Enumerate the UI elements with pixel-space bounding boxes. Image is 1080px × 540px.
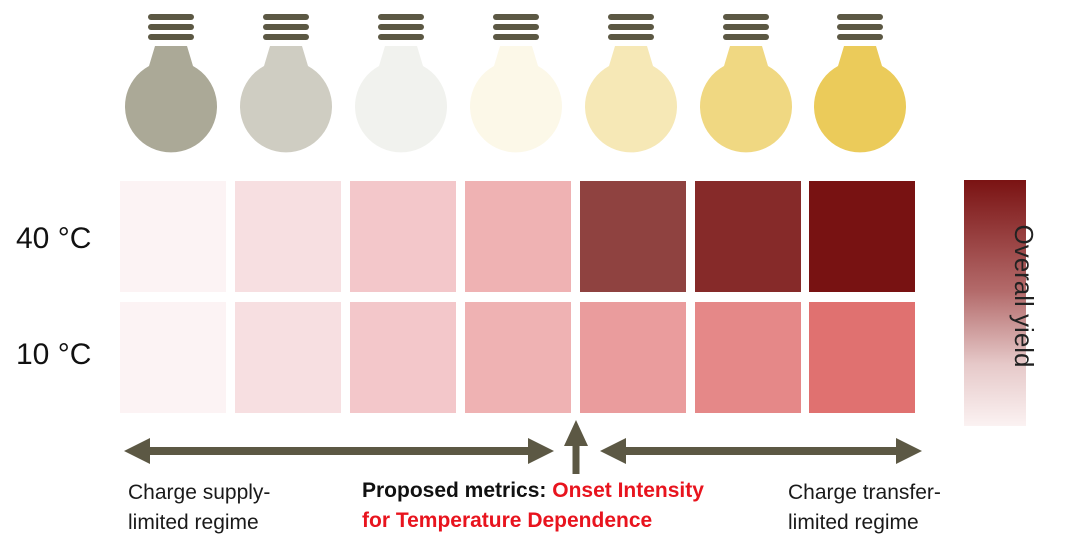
bulb-globe (470, 46, 563, 153)
bulb-base-stripe (837, 34, 883, 40)
light-bulb-4 (585, 14, 677, 153)
bulb-globe (585, 46, 677, 153)
charge-supply-arrow (124, 438, 554, 464)
bulb-base-stripe (493, 34, 539, 40)
heatmap-cell-r0-c6 (809, 181, 915, 292)
bulb-base-stripe (837, 24, 883, 30)
bulb-globe (125, 46, 217, 153)
metric-prefix: Proposed metrics: (362, 479, 553, 502)
bulb-base-stripe (723, 24, 769, 30)
bulb-base-stripe (148, 24, 194, 30)
bulb-base-stripe (493, 24, 539, 30)
bulb-base-stripe (148, 34, 194, 40)
arrow-head-right (896, 438, 922, 464)
bulb-base-stripe (263, 24, 309, 30)
bulb-base-stripe (608, 14, 654, 20)
heatmap-cell-r1-c6 (809, 302, 915, 413)
bulb-base-stripe (723, 14, 769, 20)
bulb-globe (814, 46, 906, 153)
heatmap-cell-r1-c5 (695, 302, 801, 413)
bulb-base-stripe (378, 24, 424, 30)
bulb-base-stripe (723, 34, 769, 40)
heatmap-cell-r1-c3 (465, 302, 571, 413)
heatmap-cell-r0-c2 (350, 181, 456, 292)
heatmap-cell-r0-c4 (580, 181, 686, 292)
heatmap-cell-r0-c1 (235, 181, 341, 292)
arrow-head-right (528, 438, 554, 464)
light-bulb-1 (240, 14, 332, 153)
heatmap-cell-r1-c2 (350, 302, 456, 413)
colorbar-label: Overall yield (1009, 224, 1039, 368)
bulb-base-stripe (493, 14, 539, 20)
right-regime-caption: Charge transfer- limited regime (788, 478, 941, 538)
colorbar (964, 180, 1026, 426)
bulb-globe (700, 46, 793, 153)
bulb-base-stripe (378, 34, 424, 40)
bulb-globe (355, 46, 447, 153)
right-regime-line1: Charge transfer- (788, 481, 941, 504)
light-bulb-5 (700, 14, 793, 153)
arrow-head-left (600, 438, 626, 464)
proposed-metric-label: Proposed metrics: Onset Intensity for Te… (362, 476, 704, 536)
bulb-base-stripe (837, 14, 883, 20)
light-bulbs (125, 14, 906, 153)
metric-highlight-line1: Onset Intensity (552, 479, 704, 502)
charge-transfer-arrow (600, 438, 922, 464)
bulb-globe (240, 46, 332, 153)
heatmap-cell-r0-c5 (695, 181, 801, 292)
bulb-base-stripe (263, 14, 309, 20)
onset-up-arrow (564, 420, 588, 474)
up-arrow-head (564, 420, 588, 446)
left-regime-line1: Charge supply- (128, 481, 271, 504)
bulb-base-stripe (608, 34, 654, 40)
metric-highlight-line2: for Temperature Dependence (362, 509, 653, 532)
bulb-base-stripe (378, 14, 424, 20)
left-regime-caption: Charge supply- limited regime (128, 478, 270, 538)
right-regime-line2: limited regime (788, 511, 919, 534)
bulb-base-stripe (148, 14, 194, 20)
regime-arrows (124, 420, 922, 474)
light-bulb-6 (814, 14, 906, 153)
bulb-base-stripe (608, 24, 654, 30)
row-label-10c: 10 °C (16, 338, 92, 371)
light-bulb-2 (355, 14, 447, 153)
heatmap-cell-r0-c3 (465, 181, 571, 292)
light-bulb-0 (125, 14, 217, 153)
light-bulb-3 (470, 14, 563, 153)
heatmap-cell-r0-c0 (120, 181, 226, 292)
heatmap-grid (120, 181, 915, 413)
heatmap-cell-r1-c0 (120, 302, 226, 413)
arrow-head-left (124, 438, 150, 464)
heatmap-cell-r1-c4 (580, 302, 686, 413)
row-label-40c: 40 °C (16, 222, 92, 255)
bulb-base-stripe (263, 34, 309, 40)
heatmap-cell-r1-c1 (235, 302, 341, 413)
left-regime-line2: limited regime (128, 511, 259, 534)
